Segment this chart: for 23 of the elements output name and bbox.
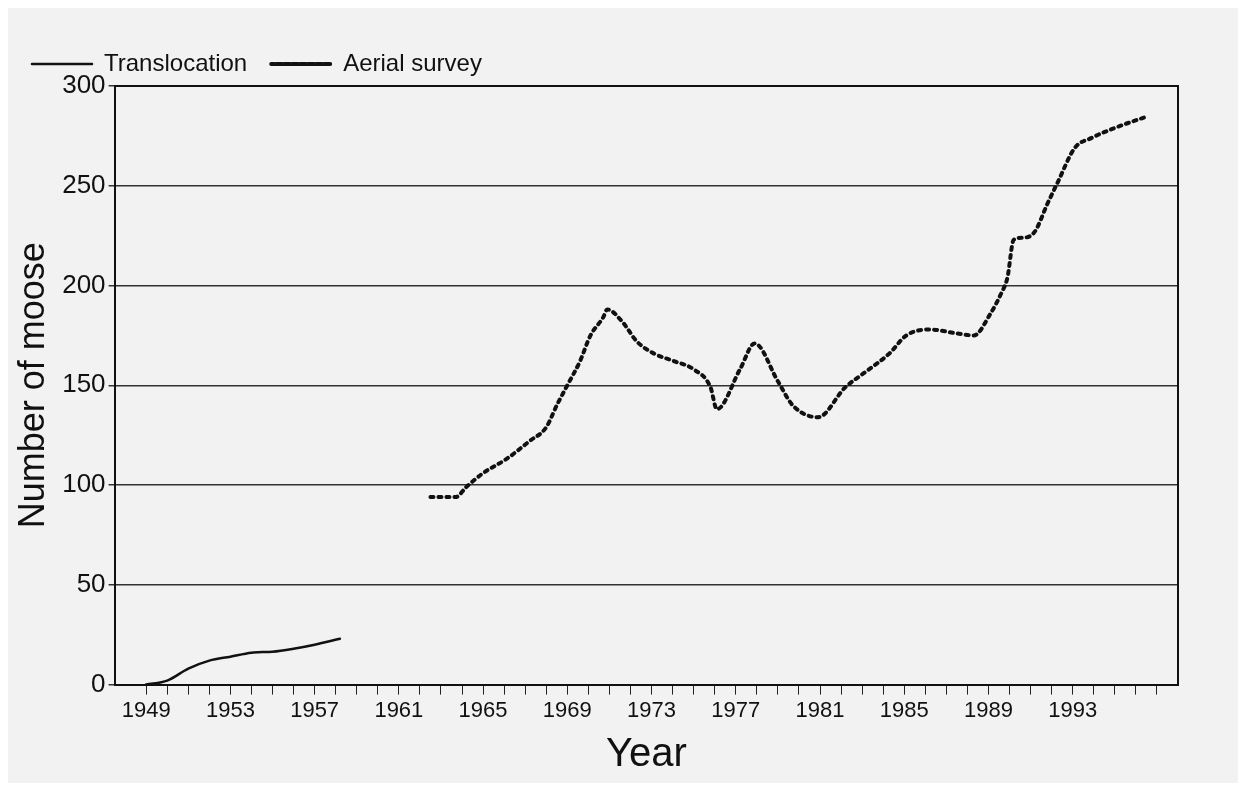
x-tick-label: 1977 bbox=[711, 696, 761, 722]
x-tick-label: 1969 bbox=[542, 696, 592, 722]
x-tick-label: 1953 bbox=[205, 696, 255, 722]
x-tick-label: 1985 bbox=[879, 696, 929, 722]
y-axis-title: Number of moose bbox=[10, 242, 52, 529]
y-tick-label: 250 bbox=[62, 168, 106, 199]
x-tick-label: 1993 bbox=[1048, 696, 1098, 722]
legend-label: Translocation bbox=[104, 48, 248, 76]
x-tick-label: 1957 bbox=[290, 696, 340, 722]
x-tick-label: 1973 bbox=[627, 696, 677, 722]
x-tick-label: 1981 bbox=[795, 696, 845, 722]
x-tick-label: 1989 bbox=[964, 696, 1013, 722]
x-tick-label: 1949 bbox=[121, 696, 171, 722]
y-tick-label: 200 bbox=[62, 268, 106, 299]
x-tick-label: 1965 bbox=[458, 696, 508, 722]
x-axis-title: Year bbox=[605, 730, 687, 775]
y-tick-label: 300 bbox=[62, 69, 106, 100]
y-tick-label: 150 bbox=[62, 368, 106, 399]
y-tick-label: 100 bbox=[62, 468, 106, 499]
y-tick-label: 50 bbox=[76, 568, 106, 599]
x-tick-label: 1961 bbox=[374, 696, 424, 722]
legend-label: Aerial survey bbox=[343, 48, 482, 76]
y-tick-label: 0 bbox=[91, 667, 106, 698]
